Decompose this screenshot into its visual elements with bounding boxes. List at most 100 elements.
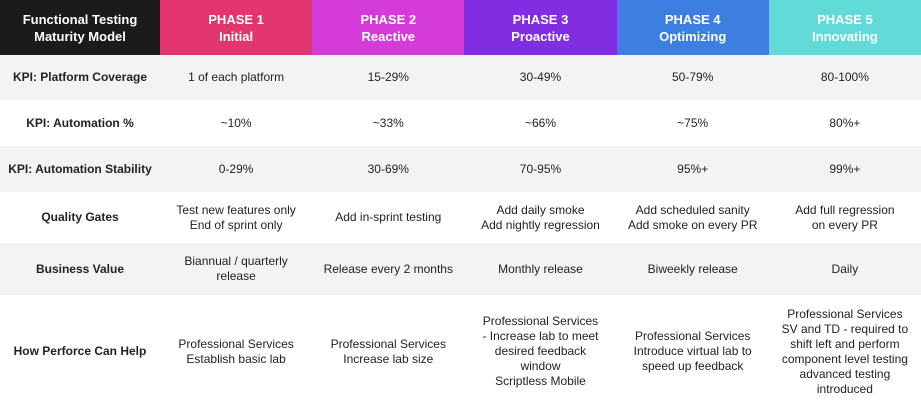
cell-text: 70-95% [519, 161, 562, 176]
table-cell: 30-49% [464, 55, 617, 100]
cell-text: Test new features only [176, 202, 296, 217]
cell-text: on every PR [811, 217, 878, 232]
cell-text: ~33% [372, 115, 404, 130]
table-cell: Add scheduled sanity Add smoke on every P… [617, 192, 769, 243]
label-text: How Perforce Can Help [13, 344, 147, 358]
phase-number: PHASE 3 [512, 11, 569, 27]
cell-text: release [216, 269, 256, 283]
row-label: KPI: Automation Stability [0, 146, 160, 192]
table-cell: Professional Services Establish basic lab [160, 295, 312, 408]
table-cell: Monthly release [464, 243, 617, 295]
cell-text: ~75% [677, 115, 709, 130]
phase-header: PHASE 4 Optimizing [616, 0, 769, 55]
cell-text: 95%+ [677, 161, 709, 176]
cell-text: 1 of each platform [188, 70, 285, 84]
cell-text: Biweekly release [647, 261, 738, 276]
table-cell: Add full regression on every PR [769, 192, 921, 243]
cell-text: 30-49% [519, 70, 562, 84]
cell-text: ~66% [524, 115, 556, 130]
cell-text: Add daily smoke [496, 202, 585, 217]
cell-text: Professional Services [178, 336, 294, 351]
table-cell: Release every 2 months [312, 243, 465, 295]
row-label: How Perforce Can Help [0, 295, 160, 408]
cell-text: ~10% [220, 115, 252, 130]
table-cell: Biannual / quarterly release [160, 243, 313, 295]
table-cell: ~66% [464, 100, 616, 146]
table-cell: ~33% [312, 100, 464, 146]
phase-number: PHASE 1 [208, 11, 264, 27]
table-cell: 50-79% [616, 55, 769, 100]
table-cell: Daily [768, 243, 921, 295]
label-text: KPI: Automation % [26, 115, 134, 130]
phase-number: PHASE 4 [664, 11, 721, 27]
cell-text: desired feedback [494, 344, 587, 358]
cell-text: Professional Services [635, 329, 751, 343]
cell-text: Professional Services [482, 314, 599, 328]
table-cell: 30-69% [312, 146, 465, 192]
table-cell: 80-100% [768, 55, 921, 100]
phase-header: PHASE 5 Innovating [768, 0, 921, 55]
table-cell: 1 of each platform [160, 55, 313, 100]
cell-text: speed up feedback [641, 359, 744, 373]
cell-text: component level testing [781, 351, 908, 366]
table-cell: Add in-sprint testing [312, 192, 464, 243]
cell-text: - Increase lab to meet [482, 329, 599, 343]
cell-text: Add in-sprint testing [335, 210, 442, 224]
cell-text: 80-100% [820, 70, 869, 84]
cell-text: Scriptless Mobile [495, 374, 586, 388]
row-label: KPI: Automation % [0, 100, 160, 146]
table-cell: 15-29% [312, 55, 465, 100]
cell-text: window [520, 359, 561, 373]
cell-text: Monthly release [498, 261, 583, 276]
label-text: Quality Gates [41, 210, 119, 224]
cell-text: Professional Services [787, 306, 903, 321]
table-cell: ~75% [617, 100, 769, 146]
cell-text: Release every 2 months [323, 261, 453, 276]
cell-text: introduced [816, 381, 873, 396]
phase-header: PHASE 3 Proactive [464, 0, 617, 55]
phase-number: PHASE 5 [817, 11, 873, 27]
phase-number: PHASE 2 [360, 11, 417, 27]
phase-name: Innovating [812, 28, 878, 44]
phase-header: PHASE 1 Initial [160, 0, 313, 55]
table-cell: 0-29% [160, 146, 313, 192]
phase-name: Initial [219, 28, 254, 44]
cell-text: Biannual / quarterly [184, 254, 288, 268]
cell-text: Add nightly regression [481, 217, 600, 232]
header-title: Functional Testing Maturity Model [0, 0, 160, 55]
cell-text: Increase lab size [343, 351, 434, 366]
table-cell: Professional Services SV and TD - require… [769, 295, 921, 408]
cell-text: 50-79% [672, 70, 714, 84]
title-line: Functional Testing [22, 11, 138, 27]
table-cell: Professional Services Increase lab size [312, 295, 464, 408]
table-cell: ~10% [160, 100, 312, 146]
cell-text: SV and TD - required to [781, 321, 909, 336]
label-text: KPI: Platform Coverage [12, 70, 148, 84]
phase-name: Proactive [511, 28, 570, 44]
title-line: Maturity Model [34, 28, 126, 44]
phase-header: PHASE 2 Reactive [312, 0, 465, 55]
table-cell: 80%+ [769, 100, 921, 146]
row-label: Quality Gates [0, 192, 160, 243]
label-text: Business Value [35, 261, 125, 276]
cell-text: Daily [831, 261, 859, 276]
cell-text: Add smoke on every PR [627, 217, 758, 232]
table-cell: Biweekly release [616, 243, 769, 295]
cell-text: 15-29% [367, 70, 409, 84]
table-cell: Professional Services - Increase lab to m… [464, 295, 616, 408]
label-text: KPI: Automation Stability [8, 161, 152, 176]
cell-text: shift left and perform [790, 336, 900, 351]
cell-text: Introduce virtual lab to [633, 344, 752, 358]
row-label: KPI: Platform Coverage [0, 55, 160, 100]
table-cell: 70-95% [464, 146, 617, 192]
table-cell: Professional Services Introduce virtual l… [617, 295, 769, 408]
cell-text: 99%+ [829, 161, 861, 176]
cell-text: Professional Services [330, 336, 446, 351]
cell-text: Add scheduled sanity [635, 202, 750, 217]
phase-name: Optimizing [659, 28, 727, 44]
table-cell: Add daily smoke Add nightly regression [464, 192, 616, 243]
cell-text: 80%+ [829, 115, 861, 130]
cell-text: 0-29% [218, 161, 254, 176]
cell-text: Establish basic lab [186, 351, 286, 366]
